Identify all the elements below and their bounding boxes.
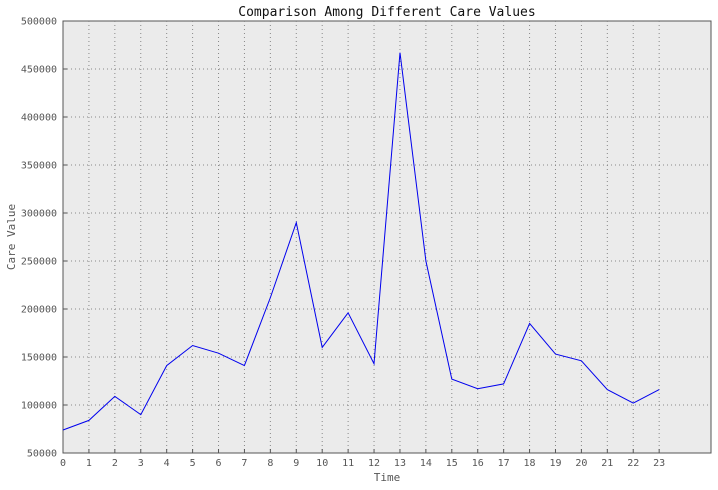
x-tick-label: 19 [549, 458, 561, 469]
x-axis-label: Time [374, 471, 401, 484]
x-tick-label: 12 [368, 458, 380, 469]
x-tick-label: 18 [524, 458, 536, 469]
x-tick-label: 0 [60, 458, 66, 469]
y-tick-label: 100000 [21, 401, 57, 412]
plot-background [62, 20, 712, 454]
x-tick-label: 23 [653, 458, 665, 469]
y-tick-label: 50000 [27, 449, 57, 460]
grid-lines [63, 21, 711, 453]
x-tick-label: 20 [575, 458, 587, 469]
x-tick-label: 8 [267, 458, 273, 469]
x-tick-label: 9 [293, 458, 299, 469]
x-tick-label: 1 [86, 458, 92, 469]
y-tick-label: 500000 [21, 17, 57, 28]
series-line [62, 52, 660, 431]
x-tick-label: 7 [241, 458, 247, 469]
x-tick-label: 2 [112, 458, 118, 469]
x-tick-label: 16 [472, 458, 484, 469]
x-tick-label: 6 [216, 458, 222, 469]
x-tick-label: 14 [420, 458, 432, 469]
x-tick-label: 11 [342, 458, 354, 469]
x-tick-label: 4 [164, 458, 170, 469]
x-tick-label: 5 [190, 458, 196, 469]
y-tick-label: 350000 [21, 161, 57, 172]
x-tick-label: 15 [446, 458, 458, 469]
x-tick-label: 21 [601, 458, 613, 469]
x-tick-label: 22 [627, 458, 639, 469]
x-tick-label: 3 [138, 458, 144, 469]
x-tick-label: 17 [498, 458, 510, 469]
y-tick-label: 250000 [21, 257, 57, 268]
x-axis-ticks: 0 1 2 3 4 5 6 7 8 9 10 11 12 13 14 15 16 17 18 19 20 21 22 23 [60, 449, 665, 469]
x-tick-label: 13 [394, 458, 406, 469]
y-tick-label: 400000 [21, 113, 57, 124]
y-tick-label: 450000 [21, 65, 57, 76]
y-tick-label: 300000 [21, 209, 57, 220]
y-axis-ticks: 50000 100000 150000 200000 250000 300000 35000… [21, 17, 67, 460]
series-layer [62, 52, 660, 431]
x-tick-label: 10 [316, 458, 328, 469]
y-tick-label: 200000 [21, 305, 57, 316]
y-axis-label: Care Value [5, 204, 18, 270]
y-tick-label: 150000 [21, 353, 57, 364]
chart-title: Comparison Among Different Care Values [238, 5, 535, 20]
